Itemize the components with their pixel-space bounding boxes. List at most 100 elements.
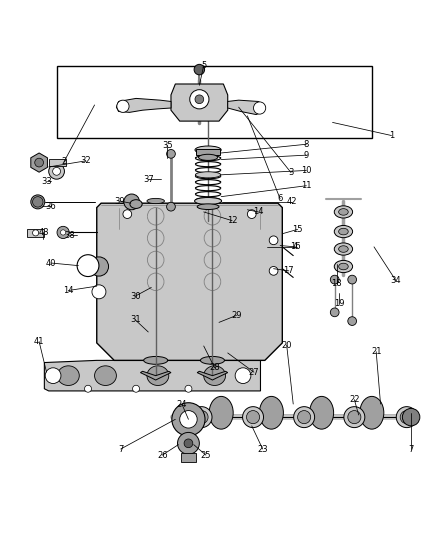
Text: 14: 14: [63, 286, 74, 295]
Text: 1: 1: [389, 131, 394, 140]
Polygon shape: [97, 203, 283, 360]
Circle shape: [177, 432, 199, 454]
Text: 29: 29: [231, 311, 242, 320]
Circle shape: [269, 236, 278, 245]
Circle shape: [124, 194, 140, 210]
Ellipse shape: [360, 397, 384, 429]
Text: 41: 41: [34, 337, 44, 346]
Circle shape: [184, 439, 193, 448]
Circle shape: [85, 385, 92, 392]
Text: 40: 40: [46, 259, 56, 268]
Ellipse shape: [57, 366, 79, 385]
Text: 39: 39: [114, 197, 125, 206]
Text: 7: 7: [408, 445, 414, 454]
Text: 18: 18: [332, 279, 342, 288]
Ellipse shape: [204, 366, 226, 385]
Ellipse shape: [209, 397, 233, 429]
Text: 28: 28: [209, 364, 220, 372]
Text: 7: 7: [118, 445, 124, 454]
Circle shape: [254, 102, 266, 114]
Ellipse shape: [293, 407, 314, 427]
Text: 4: 4: [293, 243, 298, 252]
Text: 31: 31: [130, 315, 141, 324]
Bar: [180, 453, 196, 462]
Text: 34: 34: [391, 276, 401, 285]
Ellipse shape: [334, 261, 353, 272]
Text: 42: 42: [287, 197, 297, 206]
Bar: [27, 229, 44, 237]
Ellipse shape: [310, 397, 334, 429]
Ellipse shape: [195, 410, 208, 424]
Circle shape: [190, 90, 209, 109]
Bar: [49, 159, 66, 166]
Text: 32: 32: [81, 156, 91, 165]
Text: 16: 16: [290, 243, 301, 252]
Ellipse shape: [339, 263, 348, 270]
Text: 10: 10: [301, 166, 311, 175]
Text: 37: 37: [143, 175, 154, 184]
Polygon shape: [197, 372, 228, 380]
Polygon shape: [44, 360, 261, 391]
Circle shape: [247, 210, 256, 219]
Ellipse shape: [339, 246, 348, 252]
Circle shape: [45, 368, 61, 384]
Text: 19: 19: [334, 299, 344, 308]
Circle shape: [195, 95, 204, 103]
Circle shape: [49, 164, 64, 179]
Circle shape: [348, 317, 357, 326]
Text: 21: 21: [371, 347, 381, 356]
Text: 8: 8: [304, 140, 309, 149]
Circle shape: [32, 230, 39, 236]
Text: 2: 2: [61, 157, 67, 166]
Ellipse shape: [348, 410, 361, 424]
Text: 5: 5: [201, 61, 206, 70]
Ellipse shape: [147, 198, 164, 204]
Text: 17: 17: [283, 266, 294, 276]
Circle shape: [32, 197, 43, 207]
Circle shape: [166, 149, 175, 158]
Circle shape: [235, 368, 251, 384]
Polygon shape: [228, 100, 265, 115]
Text: 6: 6: [277, 195, 283, 203]
Ellipse shape: [147, 366, 169, 385]
Polygon shape: [31, 153, 47, 172]
Circle shape: [92, 285, 106, 299]
Text: 24: 24: [177, 400, 187, 408]
Circle shape: [89, 257, 109, 276]
Circle shape: [77, 255, 99, 277]
Ellipse shape: [191, 407, 212, 427]
Circle shape: [403, 408, 420, 426]
Bar: [196, 149, 220, 155]
Circle shape: [330, 275, 339, 284]
Ellipse shape: [130, 200, 142, 208]
Circle shape: [180, 410, 197, 428]
Ellipse shape: [334, 225, 353, 238]
Text: 9: 9: [304, 151, 309, 160]
Ellipse shape: [339, 208, 348, 215]
Text: 26: 26: [157, 450, 168, 459]
Ellipse shape: [201, 357, 224, 364]
Polygon shape: [141, 372, 171, 380]
Ellipse shape: [194, 198, 222, 205]
Ellipse shape: [144, 357, 168, 364]
Ellipse shape: [334, 243, 353, 255]
Circle shape: [269, 266, 278, 275]
Text: 14: 14: [253, 207, 264, 216]
Text: 25: 25: [201, 450, 211, 459]
Text: 11: 11: [301, 181, 311, 190]
Circle shape: [330, 308, 339, 317]
Text: 30: 30: [130, 292, 141, 301]
Text: 36: 36: [46, 202, 56, 211]
Text: 3: 3: [288, 168, 294, 177]
Ellipse shape: [247, 410, 260, 424]
Polygon shape: [171, 84, 228, 121]
Ellipse shape: [198, 154, 218, 160]
Polygon shape: [117, 99, 171, 112]
Text: 38: 38: [64, 231, 75, 239]
Bar: [57, 66, 372, 138]
Circle shape: [348, 275, 357, 284]
Text: 20: 20: [282, 341, 292, 350]
Text: 15: 15: [292, 225, 303, 234]
Ellipse shape: [197, 204, 219, 209]
Circle shape: [35, 158, 43, 167]
